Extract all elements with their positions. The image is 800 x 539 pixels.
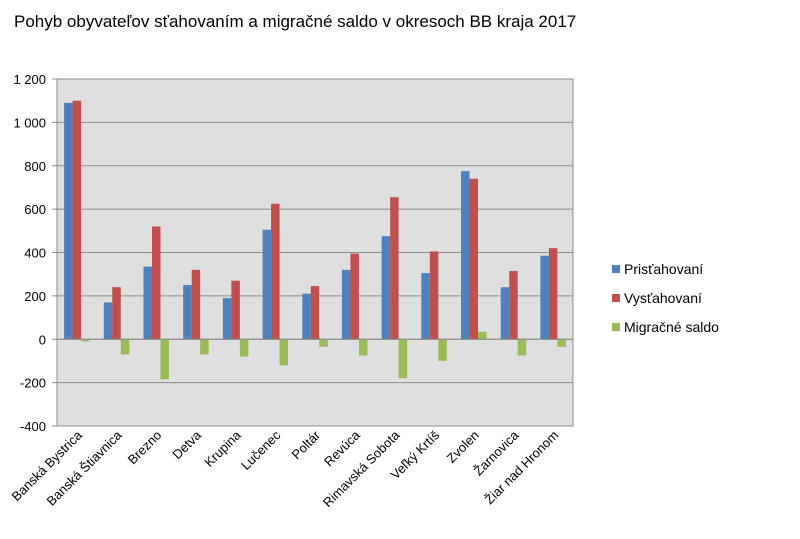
bar-prisťahovaní [222, 298, 232, 340]
x-tick-label: Banská Štiavnica [44, 427, 126, 509]
bar-migračné-saldo [200, 339, 209, 355]
x-tick-label: Poltár [288, 427, 323, 462]
bar-vysťahovaní [509, 270, 518, 340]
bar-migračné-saldo [239, 339, 249, 357]
bar-vysťahovaní [151, 226, 161, 340]
legend-swatch [612, 294, 620, 302]
bar-migračné-saldo [517, 339, 527, 356]
bar-prisťahovaní [183, 285, 192, 340]
legend-swatch [612, 323, 620, 331]
bar-prisťahovaní [381, 236, 391, 340]
y-tick-label: 1 200 [13, 72, 46, 87]
legend-label: Vysťahovaní [624, 290, 702, 306]
y-tick-label: 600 [24, 202, 46, 217]
x-tick-label: Detva [169, 427, 204, 462]
bar-migračné-saldo [398, 339, 408, 379]
bar-vysťahovaní [350, 253, 359, 340]
x-tick-label: Brezno [125, 428, 165, 468]
bar-vysťahovaní [469, 178, 479, 340]
bar-vysťahovaní [310, 286, 320, 340]
bar-vysťahovaní [271, 203, 280, 340]
bar-prisťahovaní [262, 229, 272, 340]
bar-migračné-saldo [120, 339, 130, 355]
x-tick-label: Zvolen [444, 428, 482, 466]
x-tick-label: Banská Bystrica [8, 427, 85, 504]
bar-migračné-saldo [81, 339, 90, 342]
bar-vysťahovaní [429, 251, 439, 340]
y-tick-label: 0 [39, 332, 46, 347]
bar-vysťahovaní [72, 100, 82, 340]
bar-prisťahovaní [103, 302, 113, 340]
y-tick-label: -400 [20, 419, 46, 434]
bar-migračné-saldo [358, 339, 368, 356]
bar-vysťahovaní [112, 287, 121, 340]
y-tick-label: 800 [24, 159, 46, 174]
bar-prisťahovaní [64, 102, 73, 340]
bar-prisťahovaní [421, 273, 430, 340]
y-axis: -400 -200 0 200 400 600 800 1 000 1 200 [13, 72, 57, 434]
legend: Prisťahovaní Vysťahovaní Migračné saldo [612, 261, 719, 335]
bar-vysťahovaní [390, 197, 399, 340]
bar-migračné-saldo [438, 339, 447, 361]
y-tick-label: 200 [24, 289, 46, 304]
bar-vysťahovaní [231, 280, 240, 340]
bar-migračné-saldo [478, 331, 487, 340]
bar-prisťahovaní [540, 255, 549, 340]
bar-prisťahovaní [461, 171, 470, 340]
bar-migračné-saldo [160, 339, 169, 380]
bar-vysťahovaní [548, 248, 558, 340]
x-tick-label: Lučenec [238, 427, 284, 473]
x-tick-label: Žiar nad Hronom [482, 428, 562, 508]
bar-migračné-saldo [279, 339, 289, 366]
bar-prisťahovaní [341, 269, 351, 340]
chart-title: Pohyb obyvateľov sťahovaním a migračné s… [14, 12, 577, 31]
bar-migračné-saldo [319, 339, 328, 347]
bar-prisťahovaní [143, 266, 152, 340]
legend-swatch [612, 265, 620, 273]
bar-vysťahovaní [191, 269, 201, 340]
y-tick-label: -200 [20, 376, 46, 391]
legend-label: Migračné saldo [624, 319, 719, 335]
bar-migračné-saldo [557, 339, 566, 347]
legend-label: Prisťahovaní [624, 261, 703, 277]
y-tick-label: 400 [24, 246, 46, 261]
bars-layer [64, 100, 566, 380]
y-tick-label: 1 000 [13, 115, 46, 130]
bar-prisťahovaní [500, 287, 510, 340]
bar-prisťahovaní [302, 293, 311, 340]
